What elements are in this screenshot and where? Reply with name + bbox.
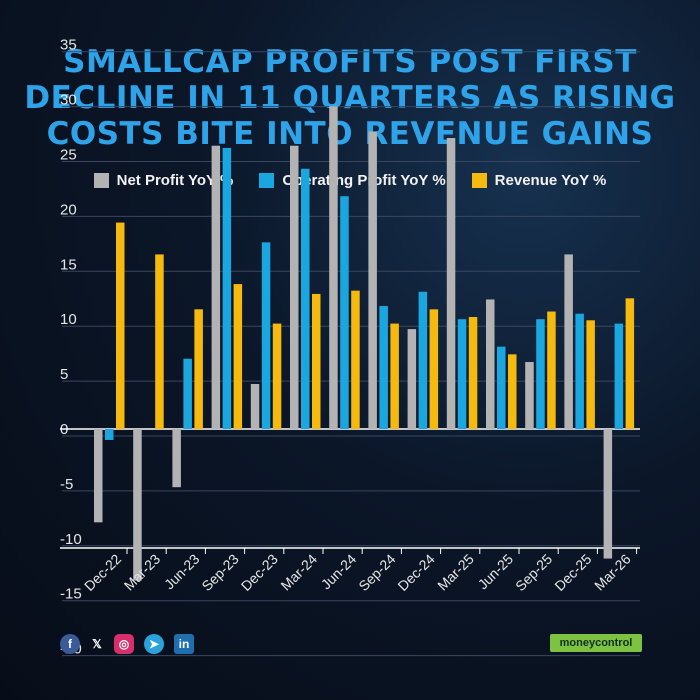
chart-legend: Net Profit YoY % Operating Profit YoY % … [0,172,700,189]
x-tick-label: Sep-23 [198,551,241,594]
legend-label-revenue: Revenue YoY % [494,172,607,189]
facebook-icon[interactable]: f [60,634,80,654]
y-tick-label: -15 [60,586,82,603]
bar-operating-profit [340,196,349,429]
chart-title: SMALLCAP PROFITS POST FIRST DECLINE IN 1… [0,44,700,152]
legend-swatch-revenue [471,173,487,188]
bar-revenue [625,298,635,429]
bar-net-profit [603,429,613,559]
legend-swatch-net-profit [93,173,109,188]
bar-net-profit [290,145,299,429]
x-tick-label: Jun-24 [318,551,360,593]
x-tick-label: Mar-24 [277,551,320,594]
y-tick-label: 5 [60,366,68,383]
x-tick-label: Dec-22 [81,551,124,594]
bar-operating-profit [379,306,388,429]
bar-operating-profit [301,168,310,430]
y-tick-label: -5 [60,476,73,493]
x-tick-label: Dec-24 [394,551,437,594]
bar-revenue [468,317,478,429]
bar-revenue [429,309,439,429]
bar-revenue [508,354,517,429]
bar-net-profit [486,299,495,429]
bar-revenue [155,254,164,429]
y-tick-label: 15 [60,256,77,273]
x-tick-label: Mar-25 [434,551,477,594]
legend-item-net-profit: Net Profit YoY % [93,172,234,189]
bar-revenue [233,284,243,429]
y-tick-label: 20 [60,201,77,218]
legend-swatch-operating-profit [259,173,275,188]
bar-net-profit [446,138,456,429]
bar-net-profit [94,429,103,523]
bar-operating-profit [575,313,584,429]
x-tick-label: Dec-25 [551,551,594,594]
bar-operating-profit [457,319,467,429]
x-tick-label: Mar-23 [121,551,164,594]
y-tick-label: 25 [60,147,77,164]
bar-net-profit [525,362,534,429]
bar-revenue [390,323,399,429]
legend-item-revenue: Revenue YoY % [471,172,607,189]
title-line-3: COSTS BITE INTO REVENUE GAINS [46,116,654,152]
bar-operating-profit [497,346,506,429]
y-tick-label: 30 [60,92,77,109]
bar-net-profit [133,429,142,581]
x-icon[interactable]: 𝕏 [92,637,102,651]
legend-label-operating-profit: Operating Profit YoY % [282,172,446,189]
bar-operating-profit [222,147,232,430]
bar-operating-profit [183,358,192,429]
x-tick-label: Jun-23 [161,551,203,593]
instagram-icon[interactable]: ◎ [114,634,134,654]
y-tick-label: 35 [60,37,77,54]
title-line-2: DECLINE IN 11 QUARTERS AS RISING [24,80,676,116]
x-tick-label: Mar-26 [591,551,634,594]
bar-revenue [272,323,282,429]
bar-revenue [116,222,125,429]
bar-net-profit [211,145,221,429]
bar-net-profit [368,131,377,429]
linkedin-icon[interactable]: in [174,634,194,654]
social-icons: f 𝕏 ◎ ➤ in [60,634,194,654]
bar-operating-profit [261,242,271,429]
title-line-1: SMALLCAP PROFITS POST FIRST [63,44,637,80]
bar-net-profit [172,429,181,488]
bar-operating-profit [105,429,114,440]
bar-operating-profit [536,319,545,429]
moneycontrol-logo: moneycontrol [550,634,642,652]
y-tick-label: -10 [60,531,82,548]
bar-revenue [194,309,203,429]
telegram-icon[interactable]: ➤ [144,634,164,654]
bar-net-profit [564,254,573,429]
bar-revenue [312,293,321,429]
bar-net-profit [329,106,338,430]
bar-revenue [586,320,595,429]
y-tick-label: 10 [60,311,77,328]
bar-net-profit [407,329,417,429]
x-tick-label: Sep-24 [355,551,398,594]
legend-label-net-profit: Net Profit YoY % [116,172,234,189]
legend-item-operating-profit: Operating Profit YoY % [259,172,446,189]
x-tick-label: Dec-23 [238,551,281,594]
bar-revenue [547,311,556,429]
bar-revenue [351,290,360,429]
x-tick-label: Sep-25 [512,551,555,594]
x-tick-label: Jun-25 [475,551,517,593]
bar-operating-profit [614,323,624,429]
bar-operating-profit [418,291,428,429]
bar-net-profit [250,383,260,429]
